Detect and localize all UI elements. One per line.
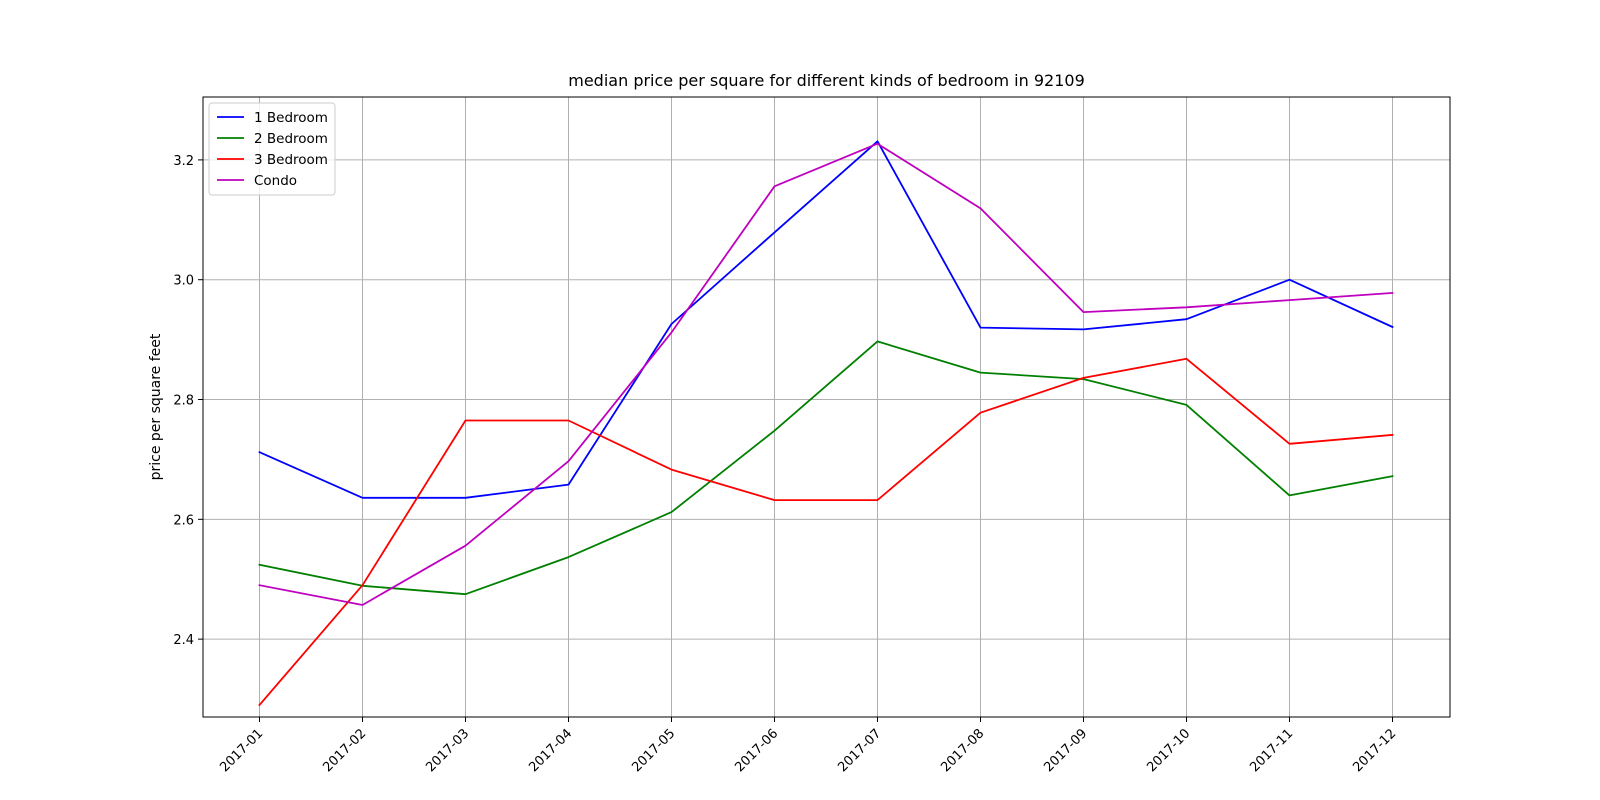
plot-frame — [202, 96, 1451, 718]
legend-label: 2 Bedroom — [254, 131, 328, 147]
series-line-1-bedroom — [258, 140, 1394, 499]
chart-title: median price per square for different ki… — [568, 71, 1085, 90]
y-tick-label: 2.4 — [173, 633, 194, 648]
series-line-condo — [258, 142, 1394, 606]
y-tick-label: 2.8 — [173, 394, 194, 409]
legend: 1 Bedroom 2 Bedroom 3 Bedroom Condo — [208, 102, 336, 196]
x-tick-label: 2017-01 — [217, 726, 266, 775]
y-tick-label: 3.2 — [173, 154, 194, 169]
series-lines — [258, 140, 1394, 707]
x-tick-label: 2017-07 — [835, 726, 884, 775]
grid — [203, 97, 1450, 717]
series-line-3-bedroom — [258, 357, 1394, 707]
series-line-2-bedroom — [258, 340, 1394, 596]
x-tick-label: 2017-11 — [1247, 726, 1296, 775]
x-tick-label: 2017-12 — [1350, 726, 1399, 775]
x-tick-label: 2017-06 — [732, 726, 781, 775]
legend-label: Condo — [254, 173, 297, 189]
x-tick-label: 2017-02 — [320, 726, 369, 775]
x-tick-label: 2017-04 — [526, 726, 575, 775]
legend-label: 3 Bedroom — [254, 152, 328, 168]
y-tick-label: 2.6 — [173, 513, 194, 528]
x-tick-label: 2017-05 — [629, 726, 678, 775]
axis-ticks: 2017-01 2017-02 2017-03 2017-04 2017-05 2017-… — [173, 154, 1399, 775]
legend-label: 1 Bedroom — [254, 110, 328, 126]
x-tick-label: 2017-03 — [423, 726, 472, 775]
y-tick-label: 3.0 — [173, 274, 194, 289]
x-tick-label: 2017-10 — [1144, 726, 1193, 775]
x-tick-label: 2017-08 — [938, 726, 987, 775]
y-axis-title: price per square feet — [148, 333, 164, 480]
legend-box — [208, 102, 336, 196]
x-tick-label: 2017-09 — [1041, 726, 1090, 775]
